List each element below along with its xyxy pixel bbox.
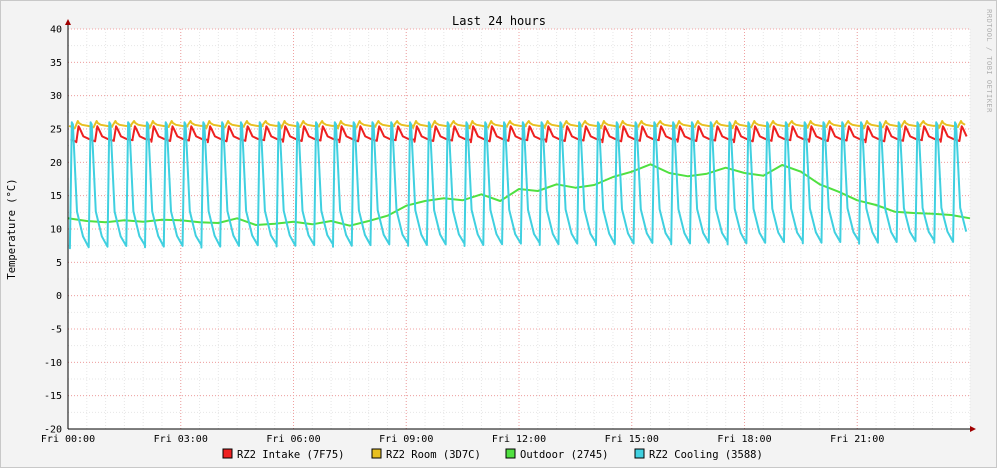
y-tick-label: -10	[44, 358, 62, 369]
legend-swatch	[505, 448, 516, 459]
chart-title: Last 24 hours	[452, 14, 546, 28]
series-layer	[67, 120, 971, 250]
y-axis-arrow-icon	[65, 19, 71, 25]
legend-swatch	[371, 448, 382, 459]
legend-entry: RZ2 Cooling (3588)	[649, 449, 763, 461]
y-tick-label: 0	[56, 291, 62, 302]
series-line-outdoor-2745	[67, 163, 971, 227]
legend-swatch	[222, 448, 233, 459]
y-tick-label: 20	[50, 158, 62, 169]
legend: RZ2 Intake (7F75) RZ2 Room (3D7C) Outdoor …	[222, 448, 763, 461]
y-axis-label: Temperature (°C)	[6, 178, 18, 279]
y-tick-label: -15	[44, 391, 62, 402]
x-tick-label: Fri 18:00	[717, 434, 771, 445]
y-tick-label: 15	[50, 191, 62, 202]
y-tick-label: 40	[50, 25, 62, 36]
axes	[65, 19, 976, 432]
series-line-rz2-cooling-3588	[68, 121, 968, 250]
y-tick-label: 35	[50, 58, 62, 69]
y-tick-label: -20	[44, 425, 62, 436]
legend-entry: RZ2 Intake (7F75)	[237, 449, 344, 461]
y-tick-label: 25	[50, 125, 62, 136]
x-tick-label: Fri 21:00	[830, 434, 884, 445]
legend-entry: Outdoor (2745)	[520, 449, 609, 461]
y-tick-label: 5	[56, 258, 62, 269]
x-tick-label: Fri 06:00	[266, 434, 320, 445]
series-line-rz2-intake-7f75	[70, 125, 968, 144]
y-tick-labels: 40 35 30 25 20 15 10 5 0 -5 -10 -15 -20	[44, 25, 62, 436]
x-tick-label: Fri 00:00	[41, 434, 95, 445]
legend-swatch	[634, 448, 645, 459]
series-line-rz2-room-3d7c	[68, 120, 966, 130]
y-tick-label: -5	[50, 325, 62, 336]
x-axis-arrow-icon	[970, 426, 976, 432]
watermark: RRDTOOL / TOBI OETIKER	[985, 9, 993, 113]
x-tick-label: Fri 09:00	[379, 434, 433, 445]
x-tick-label: Fri 12:00	[492, 434, 546, 445]
legend-entry: RZ2 Room (3D7C)	[386, 449, 481, 461]
x-tick-label: Fri 15:00	[605, 434, 659, 445]
x-tick-labels: Fri 00:00 Fri 03:00 Fri 06:00 Fri 09:00 Fri …	[41, 434, 884, 445]
y-tick-label: 10	[50, 225, 62, 236]
x-tick-label: Fri 03:00	[154, 434, 208, 445]
y-tick-label: 30	[50, 91, 62, 102]
